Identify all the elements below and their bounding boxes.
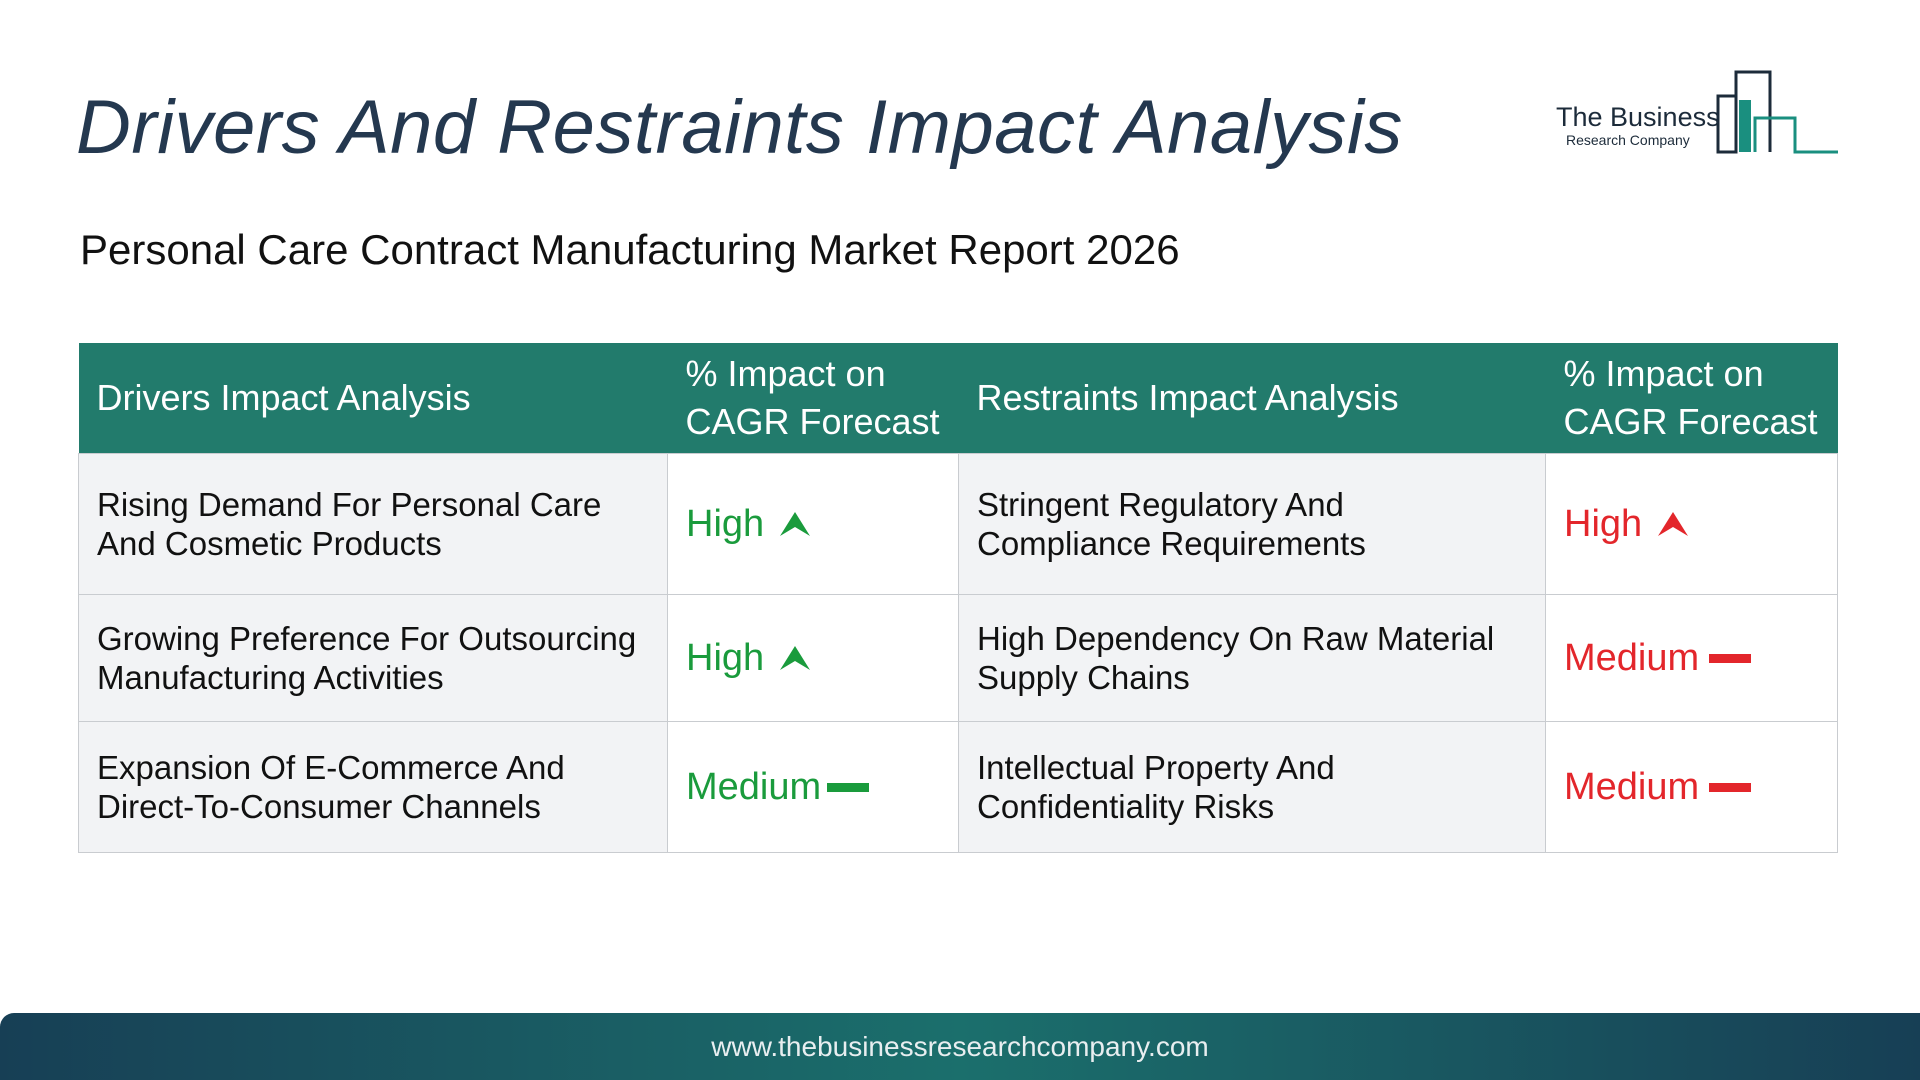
header-restraint-impact: % Impact on CAGR Forecast <box>1545 343 1838 454</box>
driver-impact-cell: High <box>667 594 959 722</box>
driver-impact: High <box>686 502 812 545</box>
arrow-up-icon <box>780 646 811 670</box>
header-restraints: Restraints Impact Analysis <box>958 343 1546 454</box>
driver-cell: Expansion Of E-Commerce And Direct-To-Co… <box>78 721 668 853</box>
restraint-cell: Intellectual Property And Confidentialit… <box>958 721 1546 853</box>
arrow-up-icon <box>780 512 811 536</box>
table-row: Expansion Of E-Commerce And Direct-To-Co… <box>78 721 1838 853</box>
driver-cell: Growing Preference For Outsourcing Manuf… <box>78 594 668 722</box>
restraint-cell: Stringent Regulatory And Compliance Requ… <box>958 453 1546 595</box>
dash-icon <box>1709 782 1752 792</box>
footer-bar: www.thebusinessresearchcompany.com <box>0 1013 1920 1080</box>
arrow-up-icon <box>1658 512 1689 536</box>
report-subtitle: Personal Care Contract Manufacturing Mar… <box>80 226 1180 273</box>
restraint-impact-cell: Medium <box>1545 721 1838 853</box>
impact-level: Medium <box>1564 765 1700 808</box>
driver-impact: High <box>686 636 812 679</box>
driver-impact-cell: Medium <box>667 721 959 853</box>
impact-level: High <box>686 502 765 545</box>
driver-cell: Rising Demand For Personal Care And Cosm… <box>78 453 668 595</box>
header-driver-impact: % Impact on CAGR Forecast <box>667 343 959 454</box>
logo-tagline: Research Company <box>1566 132 1690 148</box>
dash-icon <box>827 782 870 792</box>
driver-impact-cell: High <box>667 453 959 595</box>
restraint-impact-cell: Medium <box>1545 594 1838 722</box>
impact-level: Medium <box>1564 636 1700 679</box>
impact-level: Medium <box>686 765 822 808</box>
table-row: Rising Demand For Personal Care And Cosm… <box>78 453 1838 595</box>
table-row: Growing Preference For Outsourcing Manuf… <box>78 594 1838 722</box>
table-header-row: Drivers Impact Analysis % Impact on CAGR… <box>78 343 1838 454</box>
restraint-impact-cell: High <box>1545 453 1838 595</box>
dash-icon <box>1709 653 1752 663</box>
impact-table: Drivers Impact Analysis % Impact on CAGR… <box>78 343 1838 853</box>
driver-impact: Medium <box>686 765 870 808</box>
logo-buildings-icon <box>1716 70 1838 154</box>
impact-level: High <box>686 636 765 679</box>
logo-name: The Business <box>1556 102 1720 132</box>
page-title: Drivers And Restraints Impact Analysis <box>76 85 1403 170</box>
impact-level: High <box>1564 502 1643 545</box>
company-logo: The Business Research Company <box>1550 66 1840 156</box>
restraint-cell: High Dependency On Raw Material Supply C… <box>958 594 1546 722</box>
footer-website-link[interactable]: www.thebusinessresearchcompany.com <box>711 1031 1209 1062</box>
header-drivers: Drivers Impact Analysis <box>78 343 668 454</box>
restraint-impact: High <box>1564 502 1690 545</box>
restraint-impact: Medium <box>1564 765 1752 808</box>
restraint-impact: Medium <box>1564 636 1752 679</box>
